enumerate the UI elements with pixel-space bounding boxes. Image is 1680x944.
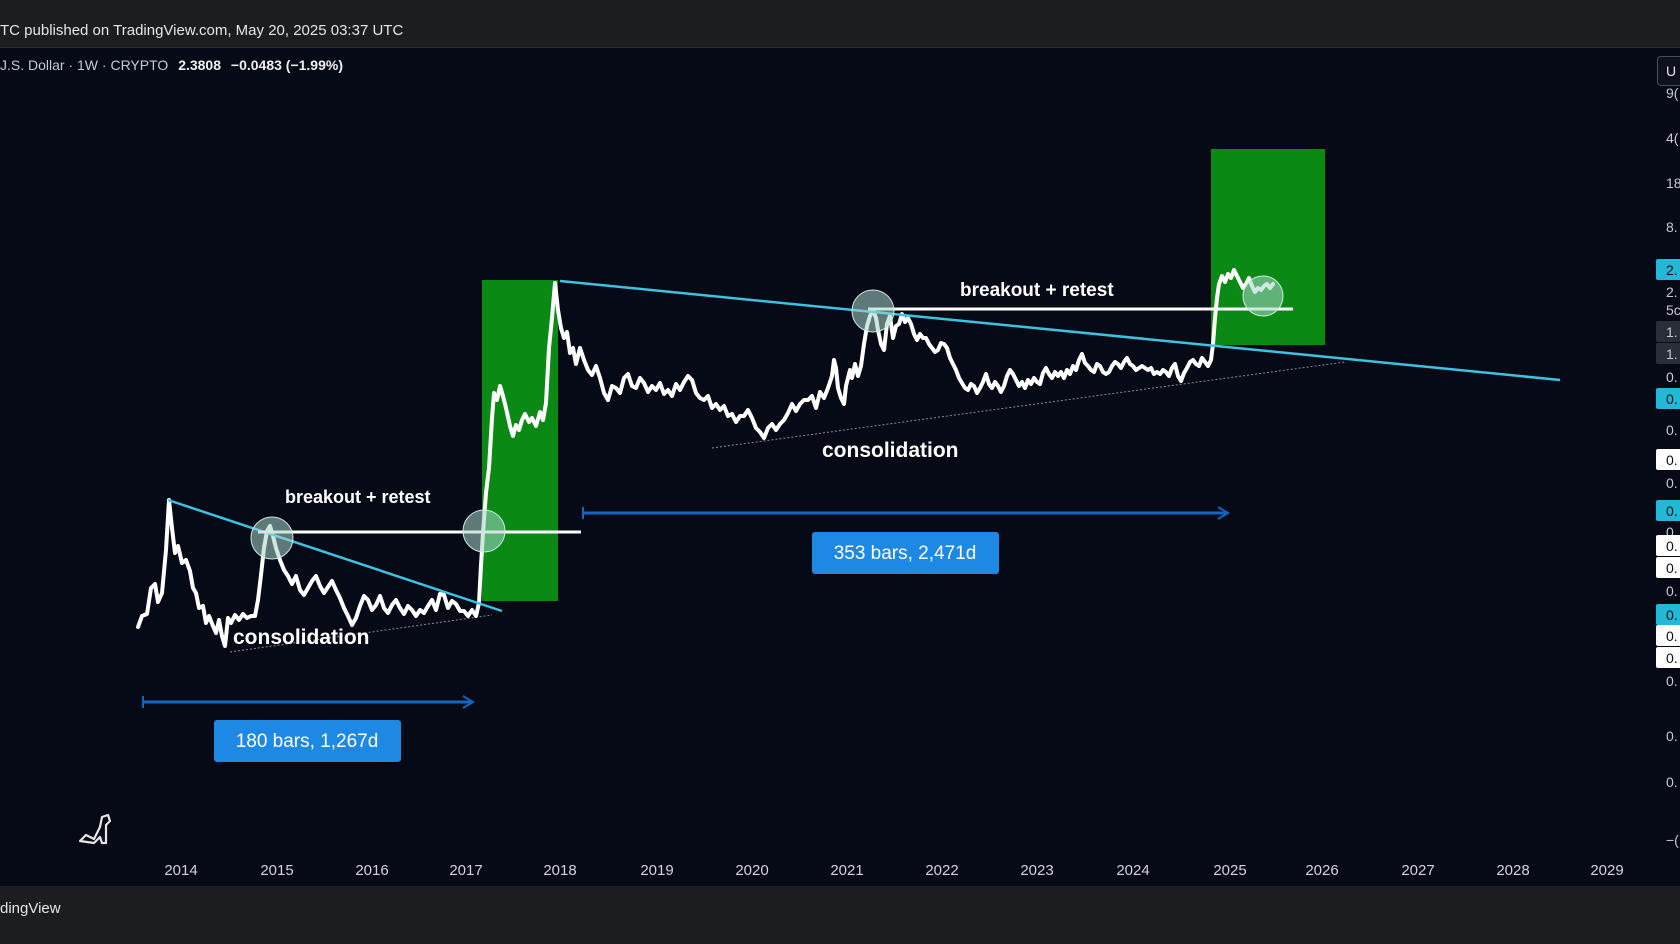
symbol-info: J.S. Dollar · 1W · CRYPTO xyxy=(0,57,169,73)
y-price-label-box xyxy=(1656,500,1680,521)
breakout-box-2017 xyxy=(482,280,558,601)
y-price-label-box xyxy=(1656,321,1680,342)
y-price-label-box xyxy=(1656,557,1680,578)
y-tick-label: 0. xyxy=(1666,560,1678,576)
trendline-1 xyxy=(167,498,503,613)
range-measure-1 xyxy=(142,695,475,709)
y-tick-label: 2. xyxy=(1666,262,1678,278)
y-tick-label: 4( xyxy=(1666,130,1679,146)
annotation-consolidation-2: consolidation xyxy=(822,439,959,462)
x-tick-label: 2022 xyxy=(925,862,958,879)
price-scale-button[interactable]: U xyxy=(1657,56,1680,86)
y-tick-label: 2. xyxy=(1666,284,1678,300)
price-chart[interactable]: breakout + retest consolidation breakout… xyxy=(0,48,1680,886)
symbol-change: −0.0483 (−1.99%) xyxy=(230,57,343,73)
y-tick-label: 0. xyxy=(1666,774,1678,790)
x-tick-label: 2020 xyxy=(735,862,768,879)
x-axis[interactable]: 2014 2015 2016 2017 2018 2019 2020 2021 2022 2023… xyxy=(164,862,1623,879)
x-tick-label: 2015 xyxy=(260,862,293,879)
y-price-label-box xyxy=(1656,535,1680,556)
x-tick-label: 2017 xyxy=(449,862,482,879)
y-tick-label: 0. xyxy=(1666,475,1678,491)
x-tick-label: 2029 xyxy=(1590,862,1623,879)
y-tick-label: 0. xyxy=(1666,369,1678,385)
y-tick-label: −( xyxy=(1666,832,1679,848)
price-series-line xyxy=(136,268,1275,648)
y-price-label-box xyxy=(1656,625,1680,646)
y-tick-label: 0. xyxy=(1666,607,1678,623)
chart-pane[interactable]: J.S. Dollar · 1W · CRYPTO 2.3808 −0.0483… xyxy=(0,48,1680,886)
measure-label-2-text: 353 bars, 2,471d xyxy=(834,543,977,564)
y-tick-label: 0. xyxy=(1666,391,1678,407)
x-tick-label: 2023 xyxy=(1020,862,1053,879)
retest-circle-3 xyxy=(851,289,895,333)
y-tick-label: 9( xyxy=(1666,85,1679,101)
support-line-2 xyxy=(711,361,1346,449)
x-tick-label: 2025 xyxy=(1213,862,1246,879)
y-tick-label: 1. xyxy=(1666,346,1678,362)
x-tick-label: 2018 xyxy=(543,862,576,879)
x-tick-label: 2026 xyxy=(1305,862,1338,879)
y-tick-label: 0. xyxy=(1666,503,1678,519)
y-price-label-box xyxy=(1656,647,1680,668)
trendline-2 xyxy=(559,279,1561,382)
footer-bar: dingView xyxy=(0,886,1680,944)
published-header: TC published on TradingView.com, May 20,… xyxy=(0,0,1680,48)
y-tick-label: 0. xyxy=(1666,628,1678,644)
y-axis[interactable]: 9(4(188.2.2.5c1.1.0.0.0.0.0.0.0.0.0.0.0.… xyxy=(1656,85,1680,848)
y-price-label-box xyxy=(1656,259,1680,280)
symbol-price: 2.3808 xyxy=(178,57,222,73)
y-tick-label: 0. xyxy=(1666,422,1678,438)
measure-label-1-text: 180 bars, 1,267d xyxy=(236,731,379,752)
y-price-label-box xyxy=(1656,449,1680,470)
y-tick-label: 18 xyxy=(1666,175,1680,191)
annotation-consolidation-1: consolidation xyxy=(233,626,370,649)
footer-brand: dingView xyxy=(0,900,61,917)
y-price-label-box xyxy=(1656,388,1680,409)
y-tick-label: 0. xyxy=(1666,524,1678,540)
y-tick-label: 0. xyxy=(1666,452,1678,468)
y-tick-label: 1. xyxy=(1666,324,1678,340)
y-tick-label: 0. xyxy=(1666,728,1678,744)
x-tick-label: 2021 xyxy=(830,862,863,879)
range-measure-2 xyxy=(582,506,1230,520)
x-tick-label: 2024 xyxy=(1116,862,1149,879)
y-price-label-box xyxy=(1656,604,1680,625)
annotation-breakout-retest-1: breakout + retest xyxy=(285,487,431,507)
symbol-legend: J.S. Dollar · 1W · CRYPTO 2.3808 −0.0483… xyxy=(0,57,343,73)
x-tick-label: 2028 xyxy=(1496,862,1529,879)
x-tick-label: 2014 xyxy=(164,862,197,879)
y-price-label-box xyxy=(1656,343,1680,364)
y-tick-label: 0. xyxy=(1666,650,1678,666)
support-line-1 xyxy=(229,614,493,653)
retest-circle-2 xyxy=(462,509,506,553)
x-tick-label: 2019 xyxy=(640,862,673,879)
retest-circle-1 xyxy=(250,516,294,560)
y-tick-label: 0. xyxy=(1666,673,1678,689)
published-text: TC published on TradingView.com, May 20,… xyxy=(0,22,404,39)
dino-logo-icon xyxy=(78,813,112,845)
y-tick-label: 0. xyxy=(1666,583,1678,599)
annotation-breakout-retest-2: breakout + retest xyxy=(960,280,1114,301)
y-tick-label: 8. xyxy=(1666,219,1678,235)
x-tick-label: 2027 xyxy=(1401,862,1434,879)
y-tick-label: 5c xyxy=(1666,302,1680,318)
retest-circle-4 xyxy=(1242,275,1284,317)
x-tick-label: 2016 xyxy=(355,862,388,879)
measure-label-2: 353 bars, 2,471d xyxy=(812,532,999,574)
measure-label-1: 180 bars, 1,267d xyxy=(214,720,401,762)
y-tick-label: 0. xyxy=(1666,538,1678,554)
